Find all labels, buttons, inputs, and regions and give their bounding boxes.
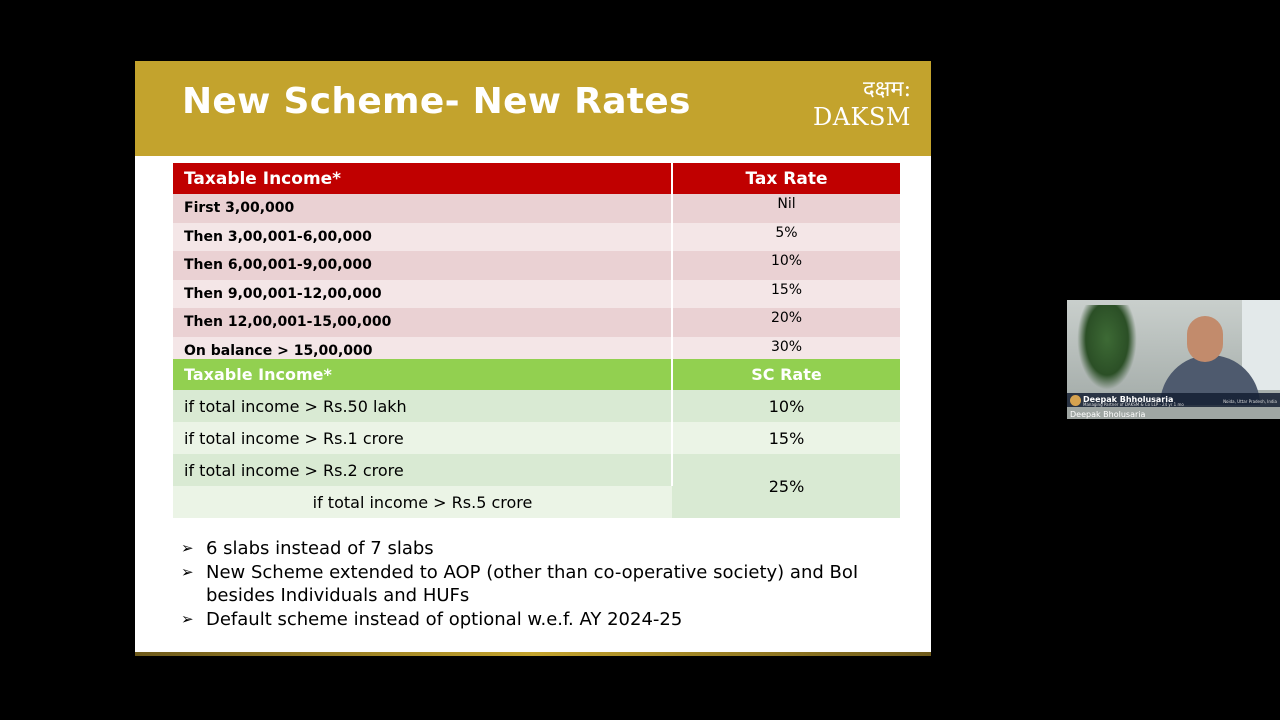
tax-header-income: Taxable Income* <box>173 163 673 194</box>
bullet-text: Default scheme instead of optional w.e.f… <box>206 608 683 630</box>
table-row: if total income > Rs.2 crore 25% <box>173 454 900 518</box>
table-row: Then 6,00,001-9,00,000 10% <box>173 251 900 280</box>
sc-income-cell: if total income > Rs.50 lakh <box>173 390 673 422</box>
person-head <box>1187 316 1223 362</box>
daksm-logo: दक्षम: DAKSM <box>813 77 911 131</box>
tax-rate-cell: 20% <box>672 308 900 337</box>
list-item: ➢ New Scheme extended to AOP (other than… <box>181 561 901 608</box>
avatar <box>1070 395 1081 406</box>
sc-table-header: Taxable Income* SC Rate <box>173 359 900 390</box>
tax-rate-cell: 15% <box>672 279 900 308</box>
logo-english-text: DAKSM <box>812 103 911 131</box>
presentation-slide: New Scheme- New Rates दक्षम: DAKSM Taxab… <box>135 61 931 656</box>
tax-income-cell: Then 12,00,001-15,00,000 <box>173 308 673 337</box>
participant-name-label: Deepak Bholusaria <box>1070 410 1146 419</box>
sc-income-cell: if total income > Rs.1 crore <box>173 422 673 454</box>
bullet-text: New Scheme extended to AOP (other than c… <box>206 561 859 607</box>
tax-income-cell: Then 6,00,001-9,00,000 <box>173 251 673 280</box>
table-row: Then 3,00,001-6,00,000 5% <box>173 222 900 251</box>
slide-footer-line <box>135 652 931 656</box>
sc-income-cell: if total income > Rs.5 crore <box>173 486 672 518</box>
arrow-bullet-icon: ➢ <box>181 609 194 628</box>
participant-video-tile[interactable]: Deepak Bhholusaria Managing Partner of D… <box>1067 300 1280 419</box>
overlay-name: Deepak Bhholusaria <box>1083 395 1174 404</box>
sc-rate-cell: 25% <box>672 454 900 518</box>
overlay-location: Noida, Uttar Pradesh, India <box>1223 399 1277 404</box>
sc-rate-cell: 10% <box>672 390 900 422</box>
logo-hindi-text: दक्षम: <box>862 77 911 102</box>
video-lower-third <box>1067 393 1280 407</box>
surcharge-rate-table: Taxable Income* SC Rate if total income … <box>173 359 900 518</box>
table-row: First 3,00,000 Nil <box>173 194 900 223</box>
bullet-text: 6 slabs instead of 7 slabs <box>206 538 434 559</box>
table-row: if total income > Rs.5 crore <box>173 486 900 518</box>
bullet-list: ➢ 6 slabs instead of 7 slabs ➢ New Schem… <box>181 537 901 631</box>
list-item: ➢ Default scheme instead of optional w.e… <box>181 608 901 632</box>
slide-header: New Scheme- New Rates दक्षम: DAKSM <box>135 61 931 156</box>
tax-rate-table: Taxable Income* Tax Rate First 3,00,000 … <box>173 163 900 365</box>
sc-income-cell: if total income > Rs.2 crore <box>173 454 673 486</box>
arrow-bullet-icon: ➢ <box>181 562 194 581</box>
table-row: Then 12,00,001-15,00,000 20% <box>173 308 900 337</box>
sc-header-rate: SC Rate <box>672 359 900 390</box>
tax-income-cell: Then 3,00,001-6,00,000 <box>173 222 673 251</box>
tax-header-rate: Tax Rate <box>672 163 900 194</box>
tax-income-cell: First 3,00,000 <box>173 194 673 223</box>
plant-image <box>1077 305 1137 390</box>
list-item: ➢ 6 slabs instead of 7 slabs <box>181 537 901 561</box>
arrow-bullet-icon: ➢ <box>181 539 194 557</box>
slide-title: New Scheme- New Rates <box>182 81 691 122</box>
table-row: Then 9,00,001-12,00,000 15% <box>173 279 900 308</box>
overlay-subtitle: Managing Partner of DAKSM & Co LLP · 24 … <box>1083 402 1184 407</box>
sc-header-income: Taxable Income* <box>173 359 673 390</box>
table-row: if total income > Rs.1 crore 15% <box>173 422 900 454</box>
table-row: if total income > Rs.50 lakh 10% <box>173 390 900 422</box>
sc-rate-cell: 15% <box>672 422 900 454</box>
tax-rate-cell: Nil <box>672 194 900 223</box>
tax-rate-cell: 5% <box>672 222 900 251</box>
tax-table-header: Taxable Income* Tax Rate <box>173 163 900 194</box>
tax-rate-cell: 10% <box>672 251 900 280</box>
tax-income-cell: Then 9,00,001-12,00,000 <box>173 279 673 308</box>
